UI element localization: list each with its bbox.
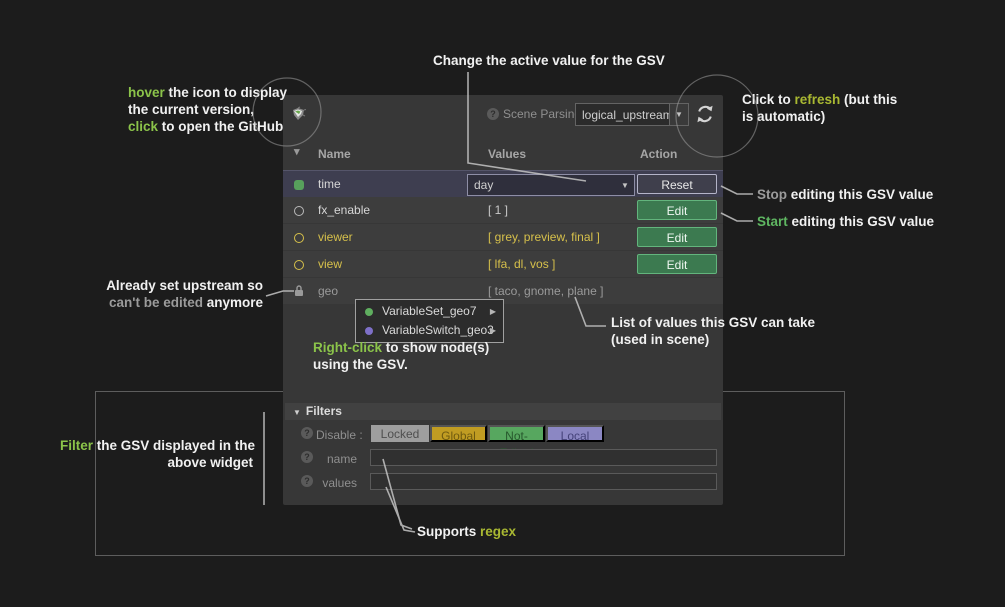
gsv-values: [ grey, preview, final ] [488, 230, 600, 244]
node-label: VariableSet_geo7 [382, 304, 477, 318]
filter-values-input[interactable] [370, 473, 717, 490]
column-values: Values [488, 147, 527, 161]
annotation-start-editing: Start editing this GSV value [757, 214, 935, 229]
filter-local-button[interactable]: Local [546, 425, 604, 443]
filter-not-edited-button[interactable]: Not-Edited [488, 425, 545, 460]
gsv-values: [ 1 ] [488, 203, 509, 217]
filter-name-input[interactable] [370, 449, 717, 466]
reset-button[interactable]: Reset [637, 174, 717, 194]
filters-section-header[interactable]: ▼ Filters [285, 403, 721, 420]
filter-global-button[interactable]: Global [430, 425, 487, 443]
chevron-down-icon[interactable]: ▼ [669, 104, 688, 125]
annotation-refresh: Click to refresh (but this is automatic) [742, 92, 898, 124]
table-row-view[interactable]: view [ lfa, dl, vos ] Edit [283, 251, 723, 277]
gsv-name: time [318, 177, 341, 191]
gsv-active-value: day [474, 178, 494, 192]
annotation-stop-editing: Stop editing this GSV value [757, 187, 934, 202]
gsv-name: view [318, 257, 343, 271]
scene-parsing-dropdown[interactable]: logical_upstream ▼ [575, 103, 689, 126]
edit-button[interactable]: Edit [637, 200, 717, 220]
submenu-arrow-icon: ▶ [489, 307, 496, 316]
filter-values-row: ? values [283, 473, 723, 491]
collapse-arrow-icon[interactable]: ▼ [293, 408, 301, 417]
context-menu: VariableSet_geo7 ▶ VariableSwitch_geo3 ▶ [355, 299, 504, 343]
annotation-hover-icon: hover the icon to display the current ve… [128, 85, 288, 134]
filter-locked-button[interactable]: Locked [371, 425, 429, 442]
submenu-arrow-icon: ▶ [489, 326, 496, 335]
scene-parsing-value: logical_upstream [582, 107, 669, 122]
gsv-value-dropdown[interactable]: day ▼ [467, 174, 635, 196]
table-row-fx-enable[interactable]: fx_enable [ 1 ] Edit [283, 197, 723, 223]
values-help-icon: ? [301, 475, 313, 487]
annotation-supports-regex: Supports regex [417, 524, 517, 539]
connector-start [720, 212, 753, 222]
gsv-values: [ lfa, dl, vos ] [488, 257, 556, 271]
chevron-down-icon[interactable]: ▼ [621, 180, 629, 190]
node-color-dot [365, 326, 373, 335]
annotation-list-values: List of values this GSV can take (used i… [611, 315, 816, 347]
disable-help-icon: ? [301, 427, 313, 439]
edit-button[interactable]: Edit [637, 254, 717, 274]
gsv-manager-panel: ? Scene Parsing logical_upstream ▼ ▾ Nam… [283, 95, 723, 505]
sort-chevron-icon[interactable]: ▾ [294, 146, 300, 158]
edit-button[interactable]: Edit [637, 227, 717, 247]
gsv-values: [ taco, gnome, plane ] [488, 284, 604, 298]
scene-parsing-help-icon: ? [487, 108, 499, 120]
lock-icon [294, 284, 304, 300]
name-label: name [326, 452, 357, 466]
column-action: Action [640, 147, 678, 161]
filter-name-row: ? name [283, 449, 723, 467]
filter-disable-row: ? Disable : Locked Global Not-Edited Loc… [283, 425, 723, 460]
context-menu-item-variableset[interactable]: VariableSet_geo7 ▶ [356, 302, 503, 321]
annotation-filter-gsv: Filter the GSV displayed in the above wi… [60, 438, 256, 470]
disable-label: Disable : [316, 428, 363, 442]
values-label: values [322, 476, 357, 490]
gsv-name: fx_enable [318, 203, 371, 217]
scene-parsing-label: Scene Parsing [503, 107, 582, 121]
annotation-right-click: Right-click to show node(s) using the GS… [313, 340, 490, 372]
filters-title: Filters [305, 404, 342, 418]
editable-state-icon[interactable] [294, 205, 304, 219]
node-label: VariableSwitch_geo3 [382, 323, 494, 337]
annotation-locked-upstream: Already set upstream so can't be edited … [106, 278, 263, 310]
gsv-name: geo [318, 284, 339, 298]
name-help-icon: ? [301, 451, 313, 463]
gsv-version-icon[interactable] [290, 106, 307, 122]
table-row-viewer[interactable]: viewer [ grey, preview, final ] Edit [283, 224, 723, 250]
editable-state-icon[interactable] [294, 232, 304, 246]
refresh-icon[interactable] [693, 102, 717, 126]
gsv-name: viewer [318, 230, 353, 244]
table-row-time[interactable]: time day ▼ Reset [283, 170, 723, 198]
table-header: ▾ Name Values Action [283, 146, 723, 163]
node-color-dot [365, 307, 373, 316]
editable-state-icon[interactable] [294, 259, 304, 273]
context-menu-item-variableswitch[interactable]: VariableSwitch_geo3 ▶ [356, 321, 503, 340]
editing-state-icon [294, 179, 304, 193]
annotation-change-active: Change the active value for the GSV [433, 53, 665, 68]
column-name: Name [318, 147, 351, 161]
connector-stop [720, 185, 753, 195]
